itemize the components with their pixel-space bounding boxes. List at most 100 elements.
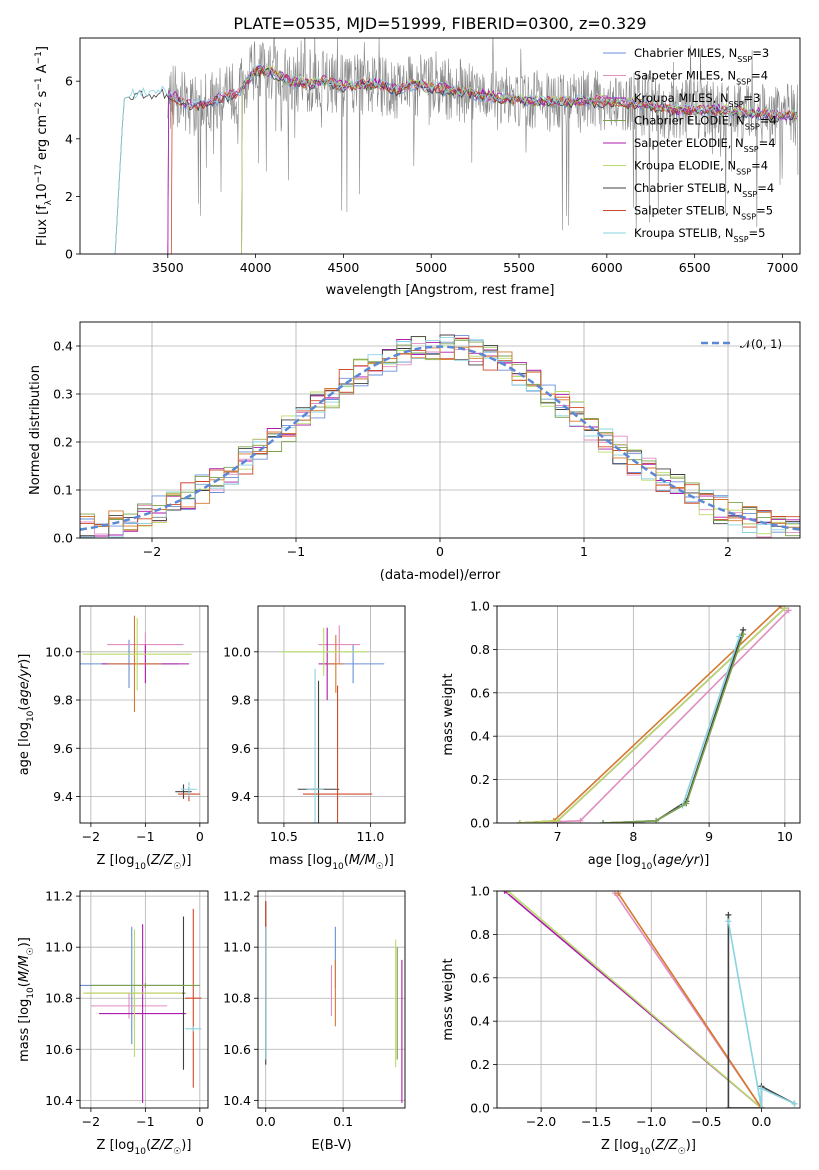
x-tick-label: −2: [82, 1114, 100, 1129]
label-part: age/yr: [657, 853, 700, 868]
label-part: 10: [134, 862, 146, 872]
y-tick-label: 10.8: [223, 991, 251, 1006]
legend-part: SSP: [736, 77, 751, 86]
label-part: age [log: [17, 722, 32, 775]
y-tick-label: 0.4: [470, 729, 490, 744]
x-tick-label: 5500: [503, 260, 535, 275]
data-point-marker: [785, 607, 792, 614]
y-axis-label: Normed distribution: [28, 365, 43, 495]
x-tick-label: 0.0: [256, 1114, 276, 1129]
legend-part: =3: [752, 46, 769, 60]
x-tick-label: 4500: [328, 260, 360, 275]
legend-label: 𝒩(0, 1): [740, 337, 782, 351]
mass-vs-Z-chart: −2 −1 010.410.610.811.011.2Z [log10(Z/Z☉)]…: [17, 889, 209, 1157]
mass-weight-line: [727, 914, 795, 1108]
legend-part: SSP: [737, 55, 752, 64]
legend-label: Chabrier ELODIE, NSSP=4: [634, 114, 777, 132]
y-tick-label: 10.4: [223, 1093, 251, 1108]
y-tick-label: 0.2: [470, 772, 490, 787]
mass-weight-line: [507, 891, 762, 1108]
y-tick-label: 11.0: [223, 940, 251, 955]
x-axis-label: age [log10(age/yr)]: [588, 853, 710, 872]
legend-part: =3: [744, 91, 761, 105]
x-tick-label: 0.1: [333, 1114, 353, 1129]
y-tick-label: 10.0: [223, 644, 251, 659]
label-part: )]: [686, 1138, 696, 1153]
label-part: ]: [35, 46, 50, 51]
x-tick-label: 0: [436, 544, 444, 559]
gaussian-curve: [80, 345, 800, 531]
y-tick-label: 9.8: [53, 693, 73, 708]
x-tick-label: 10.5: [270, 829, 298, 844]
y-tick-label: 0.4: [470, 1014, 490, 1029]
label-part: 10: [134, 1147, 146, 1157]
y-tick-label: 9.4: [53, 789, 73, 804]
axes-frame: [257, 605, 406, 824]
legend-part: Salpeter MILES, N: [634, 69, 736, 83]
label-part: age/yr: [17, 662, 32, 705]
x-tick-label: 2: [724, 544, 732, 559]
axes-frame: [79, 605, 209, 824]
label-part: ☉: [26, 947, 36, 955]
age-vs-mass-chart: 10.5 11.0 9.4 9.6 9.8 10.0 mass [log10(M/M☉)]: [223, 605, 406, 872]
y-tick-label: 0.2: [470, 1057, 490, 1072]
x-tick-label: −2: [143, 544, 161, 559]
label-part: (: [17, 982, 32, 987]
mass-weight-line: [602, 633, 744, 823]
x-axis-label: mass [log10(M/M☉)]: [269, 853, 394, 872]
y-tick-label: 10.4: [45, 1093, 73, 1108]
spectrum-chart: 3500 4000 4500 5000 5500 6000 6500 7000 0 2 4 6 wave…: [34, 37, 801, 298]
y-tick-label: 0.3: [53, 387, 73, 402]
y-tick-label: 10.8: [45, 991, 73, 1006]
x-tick-label: −2: [82, 829, 100, 844]
data-point-marker: [725, 911, 732, 918]
label-part: (: [344, 853, 349, 868]
mass-weight-line: [617, 892, 763, 1108]
mass-vs-ebv-chart: 0.0 0.1 10.4 10.6 10.8 11.0 11.2 E(B-V): [223, 889, 406, 1153]
label-part: (: [146, 853, 151, 868]
x-tick-label: −0.5: [691, 1114, 721, 1129]
x-axis-label: wavelength [Angstrom, rest frame]: [326, 283, 555, 298]
label-part: Z [log: [97, 1138, 135, 1153]
label-part: )]: [384, 853, 394, 868]
label-part: Z/Z: [655, 1138, 679, 1153]
legend-part: Salpeter ELODIE, N: [634, 136, 744, 150]
legend-part: SSP: [741, 212, 756, 221]
label-part: ☉: [173, 862, 181, 872]
label-part: (: [17, 706, 32, 711]
y-axis-label: mass weight: [441, 673, 456, 755]
x-tick-label: −1: [136, 829, 154, 844]
axes-frame: [496, 890, 801, 1109]
data-point-marker: [600, 820, 607, 823]
label-part: −2: [34, 102, 44, 115]
model-spectrum-line: [114, 64, 798, 254]
legend-part: =5: [749, 226, 766, 240]
y-tick-label: 10.0: [45, 644, 73, 659]
data-point-marker: [516, 820, 523, 823]
model-spectrum-line: [170, 66, 799, 254]
label-part: ☉: [678, 1147, 686, 1157]
y-tick-label: 0.0: [470, 816, 490, 831]
label-part: 10: [35, 183, 50, 200]
mass-weight-line: [727, 921, 795, 1108]
legend-part: =4: [760, 114, 777, 128]
legend-part: =4: [751, 69, 768, 83]
label-part: 10: [639, 1147, 651, 1157]
label-part: 10: [641, 862, 653, 872]
x-axis-label: E(B-V): [311, 1138, 351, 1153]
label-part: ☉: [376, 862, 384, 872]
y-tick-label: 0: [65, 247, 73, 262]
data-point-marker: [758, 1105, 765, 1108]
x-tick-label: 0.0: [751, 1114, 771, 1129]
y-tick-label: 9.6: [231, 741, 251, 756]
legend-label: Kroupa ELODIE, NSSP=4: [634, 159, 768, 177]
legend-part: Kroupa MILES, N: [634, 91, 729, 105]
x-tick-label: −2.0: [526, 1114, 556, 1129]
axes-frame: [79, 890, 209, 1109]
y-tick-label: 0.6: [470, 685, 490, 700]
label-part: −1: [34, 51, 44, 64]
mass-weight-vs-Z-chart: −2.0 −1.5 −1.0 −0.5 0.0 0.0 0.2 0.4 0.6 0.8 1.0 Z […: [441, 884, 801, 1157]
x-tick-label: 1: [580, 544, 588, 559]
y-axis-label: mass [log10(M/M☉)]: [17, 937, 36, 1062]
legend-part: SSP: [745, 122, 760, 131]
